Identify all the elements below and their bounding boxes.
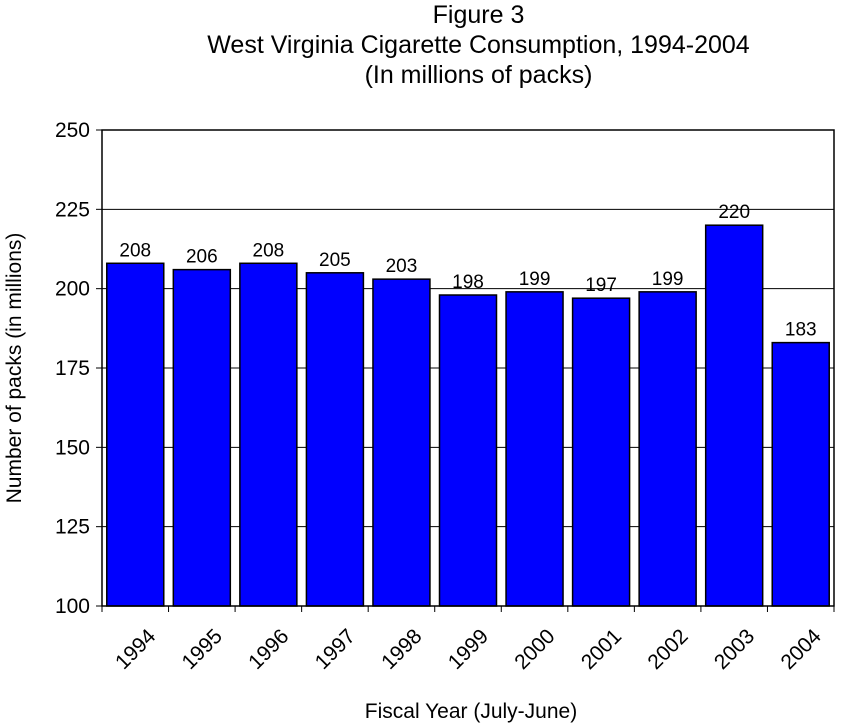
bar-2001 <box>571 297 631 607</box>
data-label-1996: 208 <box>253 240 285 261</box>
x-axis-ticks: 1994 1995 1996 1997 1998 1999 2000 2001 2002 2003… <box>101 606 835 675</box>
x-axis-label: Fiscal Year (July-June) <box>365 700 577 723</box>
bar-2004 <box>771 341 830 607</box>
x-tick-label: 1994 <box>111 625 161 675</box>
x-tick-label: 2003 <box>710 625 759 674</box>
x-tick-label: 2002 <box>643 625 692 674</box>
chart-title: West Virginia Cigarette Consumption, 199… <box>207 31 750 59</box>
x-tick-label: 1997 <box>311 625 360 674</box>
data-label-2002: 199 <box>652 269 684 290</box>
bar-2002 <box>638 291 697 607</box>
bars <box>106 224 830 607</box>
data-label-1994: 208 <box>119 240 151 261</box>
figure-number: Figure 3 <box>432 1 525 29</box>
data-label-2003: 220 <box>718 202 750 223</box>
bar-1997 <box>305 272 365 607</box>
y-tick-label: 100 <box>55 595 90 618</box>
chart-subtitle: (In millions of packs) <box>364 61 593 89</box>
data-labels: 208 206 208 205 203 198 199 197 199 220 183 <box>119 202 816 340</box>
data-label-1997: 205 <box>319 250 351 271</box>
x-tick-label: 1995 <box>178 625 227 674</box>
bar-1998 <box>372 278 431 607</box>
bar-1994 <box>106 262 165 607</box>
data-label-1995: 206 <box>186 247 218 268</box>
y-axis-ticks: 100 125 150 175 200 225 250 <box>55 119 102 618</box>
y-axis-label: Number of packs (in millions) <box>3 233 26 504</box>
x-tick-label: 2001 <box>577 625 626 674</box>
bar-1999 <box>438 294 498 607</box>
bar-2000 <box>505 291 564 607</box>
y-tick-label: 250 <box>55 119 90 142</box>
y-tick-label: 200 <box>55 278 90 301</box>
x-tick-label: 2000 <box>510 625 559 674</box>
x-tick-label: 1996 <box>244 625 293 674</box>
x-tick-label: 1999 <box>444 625 493 674</box>
x-tick-label: 1998 <box>377 625 426 674</box>
bar-1996 <box>239 262 298 607</box>
data-label-1998: 203 <box>386 256 418 277</box>
y-tick-label: 225 <box>55 198 90 221</box>
data-label-1999: 198 <box>452 272 484 293</box>
y-tick-label: 125 <box>55 516 90 539</box>
x-tick-label: 2004 <box>776 625 826 675</box>
bar-2003 <box>704 224 764 607</box>
data-label-2000: 199 <box>519 269 551 290</box>
data-label-2001: 197 <box>585 275 617 296</box>
y-tick-label: 150 <box>55 436 90 459</box>
bar-1995 <box>172 268 232 607</box>
data-label-2004: 183 <box>785 320 817 341</box>
y-tick-label: 175 <box>55 357 90 380</box>
